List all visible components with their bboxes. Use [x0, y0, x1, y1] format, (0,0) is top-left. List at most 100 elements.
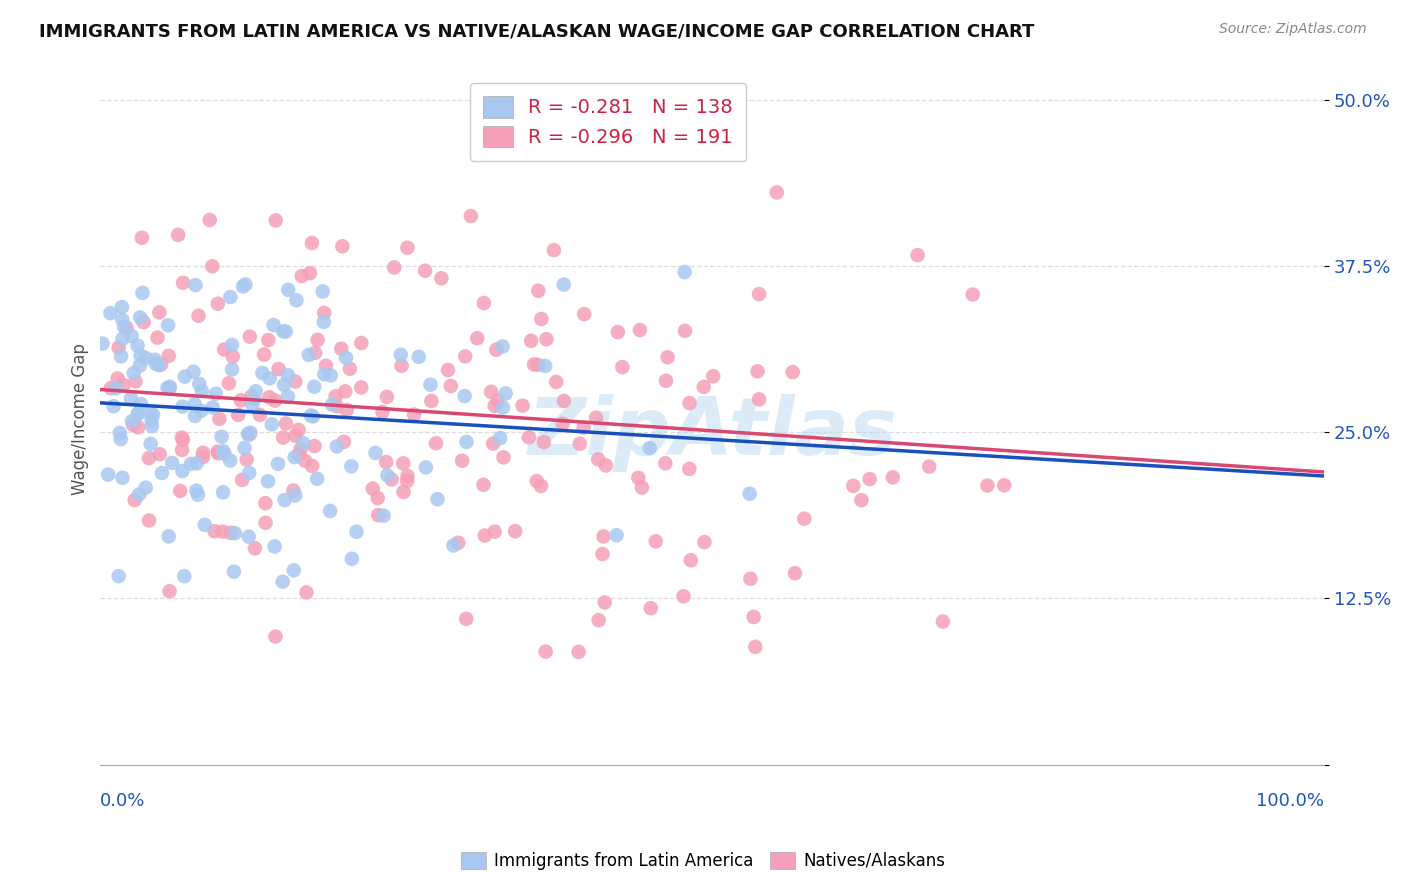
Point: [631, 481, 654, 495]
Point: [673, 265, 696, 279]
Point: [242, 398, 264, 412]
Point: [132, 315, 155, 329]
Point: [277, 283, 299, 297]
Legend: R = -0.281   N = 138, R = -0.296   N = 191: R = -0.281 N = 138, R = -0.296 N = 191: [470, 83, 747, 161]
Point: [110, 432, 132, 446]
Point: [257, 390, 280, 404]
Point: [201, 260, 224, 274]
Point: [111, 332, 134, 346]
Point: [208, 412, 231, 426]
Point: [264, 213, 287, 227]
Point: [139, 406, 162, 420]
Point: [252, 366, 274, 380]
Point: [932, 615, 955, 629]
Point: [111, 313, 134, 327]
Point: [127, 420, 149, 434]
Point: [526, 474, 548, 488]
Point: [149, 447, 172, 461]
Point: [474, 528, 496, 542]
Point: [112, 319, 135, 334]
Point: [765, 186, 787, 200]
Point: [219, 453, 242, 467]
Point: [238, 427, 260, 442]
Point: [100, 306, 122, 320]
Point: [222, 350, 245, 364]
Point: [264, 393, 287, 408]
Point: [129, 310, 152, 325]
Point: [284, 450, 307, 464]
Point: [553, 394, 575, 409]
Point: [129, 349, 152, 363]
Point: [127, 407, 149, 421]
Point: [194, 517, 217, 532]
Point: [315, 359, 337, 373]
Point: [150, 358, 173, 372]
Text: IMMIGRANTS FROM LATIN AMERICA VS NATIVE/ALASKAN WAGE/INCOME GAP CORRELATION CHAR: IMMIGRANTS FROM LATIN AMERICA VS NATIVE/…: [39, 22, 1035, 40]
Point: [122, 417, 145, 432]
Point: [396, 241, 419, 255]
Point: [592, 529, 614, 543]
Point: [157, 349, 180, 363]
Point: [678, 462, 700, 476]
Point: [484, 399, 506, 413]
Point: [918, 459, 941, 474]
Point: [257, 333, 280, 347]
Point: [299, 409, 322, 423]
Point: [127, 339, 149, 353]
Point: [254, 496, 277, 510]
Point: [233, 441, 256, 455]
Point: [115, 320, 138, 334]
Point: [284, 428, 307, 442]
Point: [145, 357, 167, 371]
Point: [585, 410, 607, 425]
Point: [198, 213, 221, 227]
Point: [157, 318, 180, 333]
Point: [330, 239, 353, 253]
Point: [588, 613, 610, 627]
Point: [301, 458, 323, 473]
Legend: Immigrants from Latin America, Natives/Alaskans: Immigrants from Latin America, Natives/A…: [454, 845, 952, 877]
Point: [214, 447, 236, 461]
Point: [533, 435, 555, 450]
Point: [606, 325, 628, 339]
Point: [520, 334, 543, 348]
Point: [186, 483, 208, 498]
Point: [231, 473, 253, 487]
Point: [485, 343, 508, 357]
Point: [239, 425, 262, 440]
Point: [408, 350, 430, 364]
Point: [190, 404, 212, 418]
Point: [307, 333, 329, 347]
Point: [271, 324, 294, 338]
Point: [361, 482, 384, 496]
Point: [430, 271, 453, 285]
Point: [243, 392, 266, 406]
Point: [568, 645, 591, 659]
Point: [127, 406, 149, 420]
Point: [207, 446, 229, 460]
Point: [121, 329, 143, 343]
Point: [748, 392, 770, 407]
Point: [146, 330, 169, 344]
Point: [128, 487, 150, 501]
Point: [527, 358, 550, 372]
Point: [170, 431, 193, 445]
Point: [138, 513, 160, 527]
Point: [238, 530, 260, 544]
Point: [273, 493, 295, 508]
Point: [312, 285, 335, 299]
Point: [274, 325, 297, 339]
Point: [553, 277, 575, 292]
Point: [456, 434, 478, 449]
Point: [628, 323, 651, 337]
Point: [267, 362, 290, 376]
Point: [335, 384, 357, 399]
Point: [655, 374, 678, 388]
Point: [187, 488, 209, 502]
Point: [148, 305, 170, 319]
Point: [346, 524, 368, 539]
Point: [340, 459, 363, 474]
Point: [292, 436, 315, 450]
Point: [530, 312, 553, 326]
Point: [336, 403, 359, 417]
